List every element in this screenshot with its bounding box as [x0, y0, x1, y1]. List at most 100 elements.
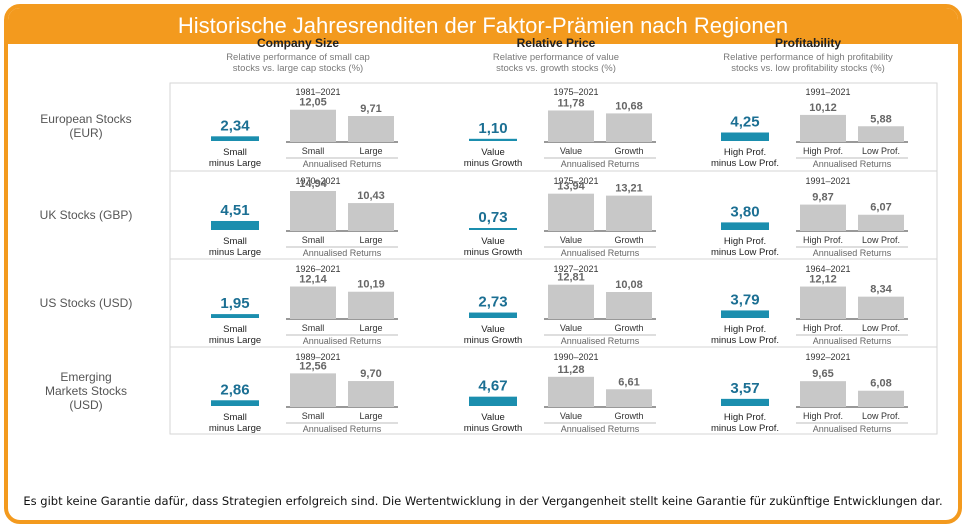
premium-bar: [469, 228, 517, 230]
premium-value: 2,73: [478, 294, 507, 311]
return-bar: [348, 116, 394, 142]
column-subtitle: Relative performance of value: [493, 52, 619, 63]
return-bar: [348, 381, 394, 407]
row-label: (USD): [69, 398, 102, 412]
column-subtitle: stocks vs. large cap stocks (%): [233, 63, 363, 74]
premium-label: minus Large: [209, 247, 261, 258]
premium-label: minus Low Prof.: [711, 423, 779, 434]
return-bar: [800, 286, 846, 319]
return-bar-label: Small: [302, 323, 325, 333]
annualised-returns-label: Annualised Returns: [813, 424, 892, 434]
return-bar: [290, 373, 336, 407]
premium-label: minus Low Prof.: [711, 158, 779, 169]
premium-value: 4,51: [220, 202, 249, 219]
return-value: 12,12: [809, 274, 837, 286]
premium-bar: [469, 138, 517, 141]
return-bar-label: Large: [359, 411, 382, 421]
annualised-returns-label: Annualised Returns: [303, 424, 382, 434]
premium-bar: [211, 220, 259, 230]
column-title: Profitability: [775, 36, 841, 50]
return-bar-label: Low Prof.: [862, 323, 900, 333]
premium-label: Value: [481, 236, 505, 247]
column-title: Company Size: [257, 36, 339, 50]
return-bar: [548, 110, 594, 142]
return-bar: [348, 291, 394, 319]
return-bar-label: High Prof.: [803, 146, 843, 156]
premium-label: Small: [223, 412, 247, 423]
premium-value: 2,34: [220, 117, 250, 134]
annualised-returns-label: Annualised Returns: [303, 159, 382, 169]
return-bar-label: Growth: [614, 323, 643, 333]
return-value: 8,34: [870, 284, 892, 296]
period-label: 1975–2021: [553, 87, 598, 97]
return-value: 9,71: [360, 103, 381, 115]
chart-title: Historische Jahresrenditen der Faktor-Pr…: [8, 8, 958, 44]
premium-label: Value: [481, 147, 505, 158]
annualised-returns-label: Annualised Returns: [561, 336, 640, 346]
return-value: 12,05: [299, 97, 327, 109]
return-bar: [548, 284, 594, 319]
premium-label: Small: [223, 236, 247, 247]
return-bar: [606, 292, 652, 319]
return-bar-label: Large: [359, 323, 382, 333]
column-subtitle: Relative performance of small cap: [226, 52, 370, 63]
return-value: 10,68: [615, 100, 643, 112]
premium-label: minus Low Prof.: [711, 247, 779, 258]
row-label: (EUR): [69, 126, 102, 140]
premium-value: 4,25: [730, 114, 759, 131]
return-bar: [800, 381, 846, 407]
chart-frame: Historische Jahresrenditen der Faktor-Pr…: [4, 4, 962, 524]
column-subtitle: stocks vs. growth stocks (%): [496, 63, 616, 74]
period-label: 1964–2021: [805, 264, 850, 274]
premium-bar: [721, 310, 769, 318]
premium-label: Value: [481, 324, 505, 335]
premium-label: High Prof.: [724, 324, 766, 335]
return-bar-label: Growth: [614, 411, 643, 421]
return-bar-label: Low Prof.: [862, 411, 900, 421]
return-bar-label: Growth: [614, 146, 643, 156]
row-label: Emerging: [60, 370, 111, 384]
premium-value: 2,86: [220, 381, 249, 398]
return-bar-label: Large: [359, 146, 382, 156]
return-bar-label: Small: [302, 411, 325, 421]
return-value: 12,56: [299, 360, 327, 372]
annualised-returns-label: Annualised Returns: [561, 424, 640, 434]
return-value: 6,61: [618, 376, 639, 388]
return-bar-label: High Prof.: [803, 235, 843, 245]
return-bar: [290, 191, 336, 231]
return-bar: [858, 296, 904, 319]
period-label: 1926–2021: [295, 264, 340, 274]
return-bar-label: Small: [302, 146, 325, 156]
premium-label: Value: [481, 412, 505, 423]
return-value: 6,07: [870, 202, 891, 214]
return-bar-label: Value: [560, 411, 582, 421]
column-title: Relative Price: [517, 36, 596, 50]
period-label: 1981–2021: [295, 87, 340, 97]
premium-label: minus Growth: [464, 335, 523, 346]
return-value: 6,08: [870, 378, 891, 390]
premium-bar: [211, 136, 259, 141]
return-bar: [290, 109, 336, 142]
return-value: 11,28: [558, 364, 585, 376]
return-bar: [858, 126, 904, 142]
return-bar: [348, 203, 394, 231]
premium-value: 0,73: [478, 209, 507, 226]
premium-label: minus Large: [209, 335, 261, 346]
period-label: 1990–2021: [553, 352, 598, 362]
premium-bar: [211, 314, 259, 318]
premium-label: High Prof.: [724, 412, 766, 423]
period-label: 1992–2021: [805, 352, 850, 362]
return-bar: [858, 214, 904, 231]
row-label: US Stocks (USD): [40, 296, 133, 310]
annualised-returns-label: Annualised Returns: [303, 336, 382, 346]
premium-bar: [721, 132, 769, 141]
premium-bar: [211, 400, 259, 406]
return-value: 5,88: [870, 113, 891, 125]
disclaimer-footer: Es gibt keine Garantie dafür, dass Strat…: [23, 494, 943, 508]
return-value: 10,12: [809, 102, 837, 114]
premium-bar: [721, 398, 769, 406]
period-label: 1975–2021: [553, 176, 598, 186]
return-bar: [548, 376, 594, 407]
return-value: 9,65: [812, 368, 833, 380]
annualised-returns-label: Annualised Returns: [813, 248, 892, 258]
